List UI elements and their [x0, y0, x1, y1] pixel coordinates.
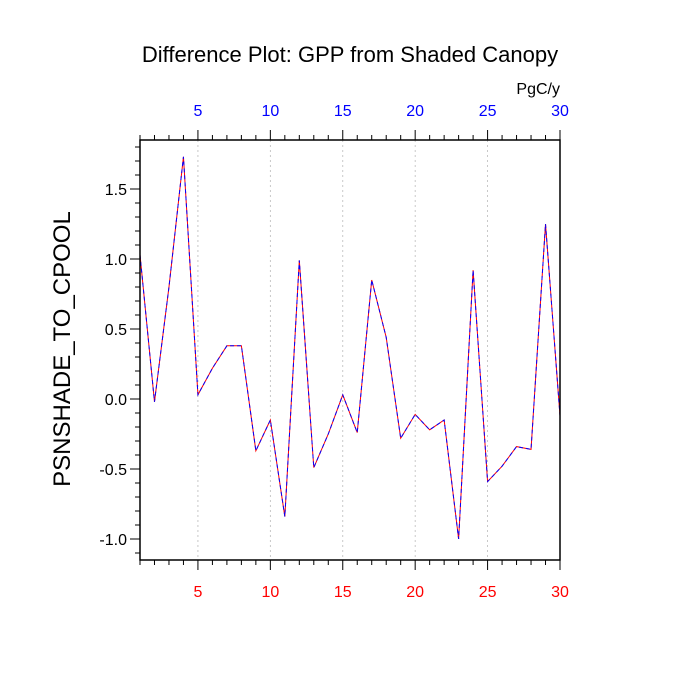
series-line-blue: [139, 156, 561, 540]
x-tick-label-bottom: 5: [193, 584, 202, 601]
x-tick-label-bottom: 20: [406, 584, 424, 601]
top-axis-unit: PgC/y: [516, 81, 560, 98]
y-axis-label: PSNSHADE_TO_CPOOL: [49, 211, 76, 487]
plot-frame: [139, 139, 561, 561]
x-tick-label-top: 20: [406, 103, 424, 120]
x-tick-label-top: 5: [193, 103, 202, 120]
x-tick-label-top: 25: [479, 103, 497, 120]
x-tick-label-top: 10: [261, 103, 279, 120]
x-tick-label-top: 15: [334, 103, 352, 120]
x-tick-label-bottom: 15: [334, 584, 352, 601]
grid-lines: [197, 140, 488, 560]
y-tick-label: 1.0: [105, 252, 127, 269]
x-tick-label-bottom: 10: [261, 584, 279, 601]
chart-title: Difference Plot: GPP from Shaded Canopy: [142, 42, 558, 67]
y-tick-label: -1.0: [99, 532, 127, 549]
series-layer: [139, 156, 561, 540]
tick-marks: [130, 130, 561, 570]
x-tick-label-bottom: 25: [479, 584, 497, 601]
y-tick-label: 1.5: [105, 182, 127, 199]
tick-labels: 5 5 10 10 15 15 20 20 25 25 30 30 -1.0 -0.5 0.0 0.5 1.0 1…: [99, 103, 569, 601]
y-tick-label: -0.5: [99, 462, 127, 479]
y-tick-label: 0.0: [105, 392, 127, 409]
series-line-red: [139, 156, 561, 540]
x-tick-label-top: 30: [551, 103, 569, 120]
y-tick-label: 0.5: [105, 322, 127, 339]
x-tick-label-bottom: 30: [551, 584, 569, 601]
